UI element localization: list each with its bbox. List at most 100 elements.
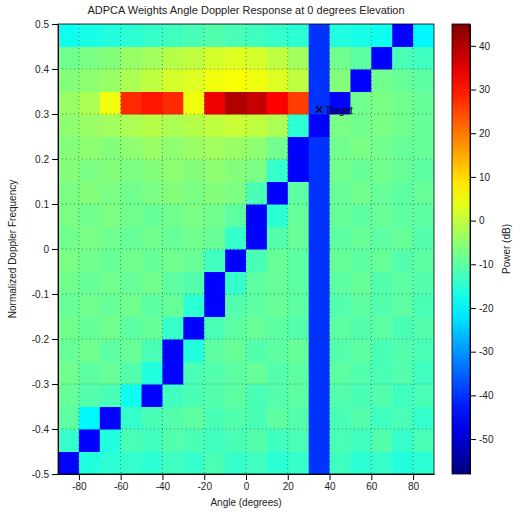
cell [371,339,392,362]
cell [162,294,183,317]
cell [309,317,330,340]
cell [330,407,351,430]
cell [413,47,434,70]
cell [162,47,183,70]
tick-mark [470,264,476,265]
cell [121,92,142,115]
cell [288,407,309,430]
cell [413,227,434,250]
cell [350,92,371,115]
cell [330,339,351,362]
cell [350,339,371,362]
tick-label: -40 [156,481,171,492]
cell [79,159,100,182]
tick-label: -0.5 [32,469,50,480]
cell [121,137,142,160]
cell [309,47,330,70]
cell [267,294,288,317]
cell [392,182,413,205]
tick-mark [470,133,476,134]
cell [162,24,183,47]
tick-label: -0.4 [32,424,50,435]
tick-mark [371,474,372,480]
tick-mark [470,46,476,47]
cell [246,47,267,70]
tick-mark [162,474,163,480]
cell [288,92,309,115]
cell [413,249,434,272]
cell [183,114,204,137]
tick-mark [52,384,58,385]
cell [225,69,246,92]
cell [225,204,246,227]
cell [246,317,267,340]
cell [100,182,121,205]
cell [225,47,246,70]
grid-line [287,24,288,474]
tick-mark [470,395,476,396]
cell [162,249,183,272]
cell [371,362,392,385]
cell [100,92,121,115]
cell [58,294,79,317]
cell [162,362,183,385]
tick-mark [288,474,289,480]
cell [100,69,121,92]
cell [309,69,330,92]
tick-mark [52,474,58,475]
cell [309,249,330,272]
tick-label: -40 [479,390,494,401]
cell [162,227,183,250]
tick: -20 [470,303,494,314]
cell [413,407,434,430]
cell [142,204,163,227]
cell [267,362,288,385]
colorbar [452,24,470,474]
tick-mark [52,204,58,205]
cell [204,92,225,115]
cell [350,249,371,272]
cell [225,384,246,407]
tick-label: -0.3 [32,379,50,390]
cell [204,47,225,70]
tick-label: 30 [479,84,491,95]
cell [330,272,351,295]
cell [79,272,100,295]
cell [225,339,246,362]
cell [100,47,121,70]
cell [183,384,204,407]
tick-label: 40 [479,41,491,52]
annotation: Target [325,105,353,116]
cell [204,452,225,475]
cell [58,249,79,272]
cell [225,429,246,452]
cell [371,407,392,430]
tick: 0.3 [35,109,58,120]
cell [350,429,371,452]
cell [100,137,121,160]
cell [121,317,142,340]
tick: 40 [324,474,336,492]
cell [350,407,371,430]
cell [100,249,121,272]
cell [121,182,142,205]
cell [413,204,434,227]
cell [79,294,100,317]
cell [183,339,204,362]
cell [79,114,100,137]
cell [267,159,288,182]
tick: 0.4 [35,64,58,75]
cell [413,384,434,407]
cell [288,317,309,340]
cell [330,204,351,227]
cell [204,227,225,250]
cell [288,294,309,317]
cell [162,159,183,182]
tick: 60 [366,474,378,492]
cell [162,317,183,340]
cell [392,227,413,250]
cell [183,452,204,475]
cell [183,294,204,317]
cell [371,294,392,317]
cell [142,182,163,205]
